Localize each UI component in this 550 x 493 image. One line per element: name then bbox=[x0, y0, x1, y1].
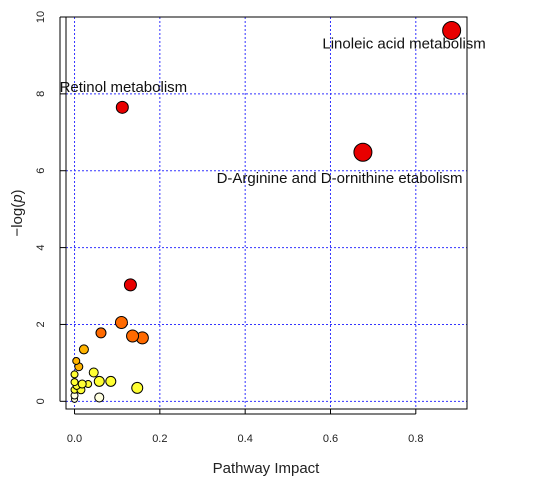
x-axis: 0.0 0.2 0.4 0.6 0.8 bbox=[67, 409, 423, 445]
y-tick-label: 2 bbox=[35, 321, 47, 327]
point-annotation: Retinol metabolism bbox=[60, 79, 188, 96]
data-point bbox=[72, 356, 81, 365]
data-point bbox=[131, 381, 144, 394]
point-annotation: Linoleic acid metabolism bbox=[322, 36, 485, 53]
data-point bbox=[94, 392, 105, 403]
y-axis: 0 2 4 6 8 10 bbox=[35, 11, 66, 404]
y-axis-title: −log(p) bbox=[9, 189, 26, 236]
y-axis-title-prefix: −log( bbox=[9, 203, 26, 237]
plot-background bbox=[66, 17, 467, 409]
x-tick-label: 0.2 bbox=[152, 433, 167, 445]
data-point bbox=[115, 100, 129, 114]
data-point bbox=[77, 379, 87, 389]
data-point bbox=[78, 344, 89, 355]
x-tick-label: 0.8 bbox=[408, 433, 423, 445]
data-point bbox=[70, 378, 79, 387]
point-annotation: D-Arginine and D-ornithine etabolism bbox=[217, 170, 463, 187]
x-tick-label: 0.0 bbox=[67, 433, 82, 445]
data-points bbox=[70, 20, 462, 403]
x-tick-label: 0.6 bbox=[323, 433, 338, 445]
y-tick-label: 0 bbox=[35, 398, 47, 404]
plot-frame bbox=[65, 16, 468, 410]
y-tick-label: 8 bbox=[35, 91, 47, 97]
data-point bbox=[126, 329, 140, 343]
y-tick-label: 4 bbox=[35, 245, 47, 251]
data-point bbox=[95, 327, 107, 339]
x-tick-label: 0.4 bbox=[238, 433, 253, 445]
data-point bbox=[123, 278, 137, 292]
data-point bbox=[70, 370, 79, 379]
y-axis-title-variable: p bbox=[9, 194, 26, 203]
data-point bbox=[93, 375, 105, 387]
data-point bbox=[88, 367, 99, 378]
data-point bbox=[105, 375, 117, 387]
point-annotations: Linoleic acid metabolism Retinol metaboli… bbox=[60, 36, 486, 188]
y-tick-label: 6 bbox=[35, 168, 47, 174]
y-tick-label: 10 bbox=[35, 11, 47, 23]
y-axis-title-suffix: ) bbox=[9, 189, 26, 194]
data-point bbox=[114, 316, 128, 330]
data-point bbox=[353, 142, 373, 162]
data-point bbox=[442, 20, 462, 40]
x-axis-title: Pathway Impact bbox=[213, 460, 321, 477]
